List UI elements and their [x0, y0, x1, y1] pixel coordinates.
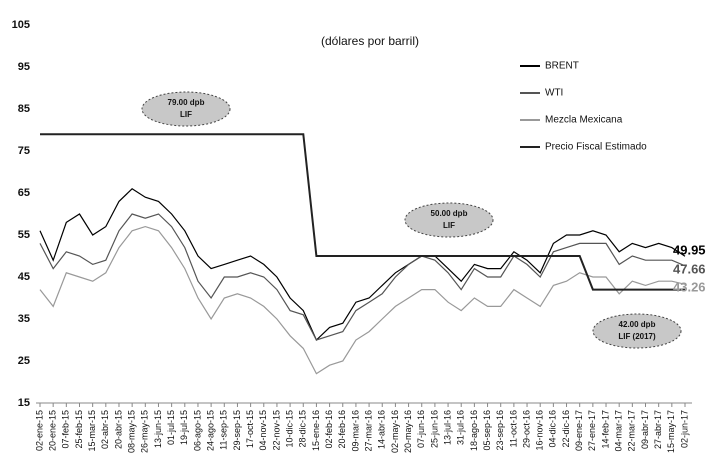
x-tick-label: 09-ene-17 — [574, 410, 584, 451]
x-tick-label: 11-oct-16 — [508, 410, 518, 447]
y-tick-label: 85 — [18, 103, 30, 115]
x-tick-label: 24-ago-15 — [205, 410, 215, 451]
annotation-text: LIF — [443, 221, 455, 230]
x-tick-label: 13-jun-15 — [153, 410, 163, 448]
legend-label: Precio Fiscal Estimado — [545, 142, 647, 153]
x-tick-label: 29-sep-15 — [232, 410, 242, 451]
x-tick-label: 09-mar-16 — [350, 410, 360, 452]
x-tick-label: 08-may-15 — [127, 410, 137, 453]
x-tick-label: 20-abr-15 — [113, 410, 123, 449]
x-tick-label: 19-jul-15 — [179, 410, 189, 445]
annotation-text: 50.00 dpb — [431, 209, 468, 218]
y-tick-label: 45 — [18, 271, 30, 283]
x-tick-label: 02-may-16 — [390, 410, 400, 453]
series-line — [40, 133, 685, 291]
y-tick-label: 95 — [18, 61, 30, 73]
x-tick-label: 15-ene-16 — [311, 410, 321, 451]
annotation-bubble — [592, 313, 682, 349]
x-tick-label: 27-mar-16 — [363, 410, 373, 452]
legend-label: BRENT — [545, 61, 579, 72]
x-tick-label: 14-feb-17 — [600, 410, 610, 449]
y-tick-label: 15 — [18, 397, 30, 409]
x-tick-label: 15-may-17 — [666, 410, 676, 453]
y-tick-label: 25 — [18, 355, 30, 367]
y-tick-label: 75 — [18, 145, 30, 157]
end-value-label: 43.26 — [673, 280, 706, 295]
end-value-label: 47.66 — [673, 261, 706, 276]
x-tick-label: 29-oct-16 — [521, 410, 531, 448]
x-tick-label: 25-feb-15 — [74, 410, 84, 449]
x-tick-label: 15-mar-15 — [87, 410, 97, 452]
chart-subtitle: (dólares por barril) — [321, 34, 419, 48]
x-tick-label: 13-jul-16 — [442, 410, 452, 445]
x-tick-label: 06-ago-15 — [192, 410, 202, 451]
y-tick-label: 55 — [18, 229, 30, 241]
annotation-text: 79.00 dpb — [168, 98, 205, 107]
x-tick-label: 02-ene-15 — [34, 410, 44, 451]
x-tick-label: 22-mar-17 — [627, 410, 637, 452]
annotation-text: LIF (2017) — [618, 332, 656, 341]
x-tick-label: 11-sep-15 — [219, 410, 229, 450]
x-tick-label: 31-jul-16 — [456, 410, 466, 445]
annotation-text: 42.00 dpb — [619, 320, 656, 329]
x-tick-label: 22-nov-15 — [271, 410, 281, 451]
annotation-text: LIF — [180, 110, 192, 119]
x-tick-label: 20-ene-15 — [48, 410, 58, 451]
annotation-bubble — [141, 91, 231, 127]
series-line — [39, 188, 686, 342]
end-value-label: 49.95 — [673, 243, 706, 258]
x-tick-label: 18-ago-16 — [469, 410, 479, 451]
x-tick-label: 07-feb-15 — [61, 410, 71, 449]
x-tick-label: 20-feb-16 — [337, 410, 347, 449]
x-tick-label: 28-dic-15 — [298, 410, 308, 448]
x-tick-label: 16-nov-16 — [535, 410, 545, 451]
x-tick-label: 04-nov-15 — [258, 410, 268, 451]
series-line — [39, 225, 686, 375]
y-tick-label: 35 — [18, 313, 30, 325]
x-tick-label: 26-may-15 — [140, 410, 150, 453]
x-tick-label: 20-may-16 — [403, 410, 413, 453]
x-tick-label: 02-abr-15 — [100, 410, 110, 449]
x-tick-label: 01-jul-15 — [166, 410, 176, 445]
x-tick-label: 27-abr-17 — [653, 410, 663, 449]
x-tick-label: 04-dic-16 — [548, 410, 558, 448]
y-tick-label: 65 — [18, 187, 30, 199]
x-tick-label: 02-jun-17 — [679, 410, 689, 448]
legend-label: WTI — [545, 88, 563, 99]
x-tick-label: 04-mar-17 — [614, 410, 624, 452]
y-tick-label: 105 — [12, 19, 30, 31]
x-tick-label: 22-dic-16 — [561, 410, 571, 448]
x-tick-label: 23-sep-16 — [495, 410, 505, 451]
x-tick-label: 05-sep-16 — [482, 410, 492, 451]
x-tick-label: 02-feb-16 — [324, 410, 334, 449]
x-tick-label: 10-dic-15 — [284, 410, 294, 448]
x-tick-label: 09-abr-17 — [640, 410, 650, 449]
x-tick-label: 25-jun-16 — [429, 410, 439, 448]
series-line — [39, 213, 686, 341]
x-tick-label: 17-oct-15 — [245, 410, 255, 448]
x-tick-label: 07-jun-16 — [416, 410, 426, 448]
legend-label: Mezcla Mexicana — [545, 115, 623, 126]
x-tick-label: 14-abr-16 — [377, 410, 387, 449]
x-tick-label: 27-ene-17 — [587, 410, 597, 451]
annotation-bubble — [404, 202, 494, 238]
